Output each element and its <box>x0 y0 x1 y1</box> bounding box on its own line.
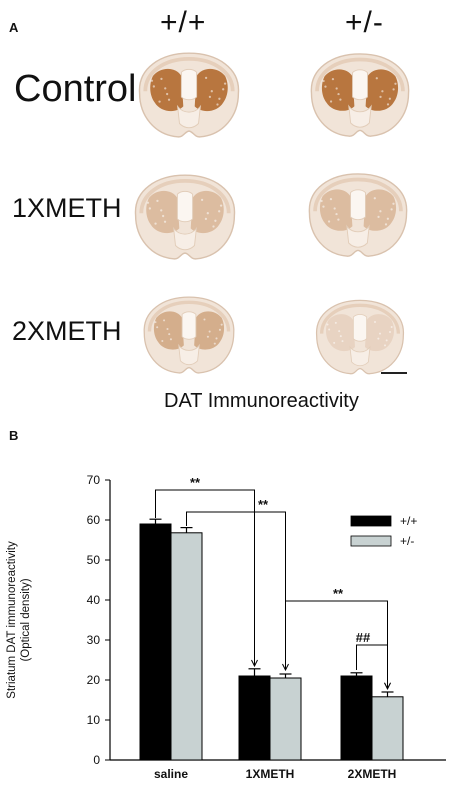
legend-swatch <box>350 515 392 527</box>
ventricle-region <box>176 190 194 223</box>
y-axis-label: Striatum DAT immunoreactivity <box>6 541 18 699</box>
genotype-het-title: +/- <box>345 6 384 39</box>
septal-region <box>349 345 371 367</box>
significance-label: ** <box>258 497 269 512</box>
brain-slice-control-wt <box>138 52 240 138</box>
significance-bracket-wt-het-2xmeth: ## <box>356 630 391 690</box>
septal-region <box>176 104 202 129</box>
striatum-left <box>150 68 184 112</box>
significance-label: ** <box>190 475 201 490</box>
x-category-label: 1XMETH <box>246 767 295 781</box>
cortex-band <box>147 300 231 332</box>
panel-a-letter: A <box>9 20 19 35</box>
ventricle-region <box>350 189 366 221</box>
bar-het-saline <box>170 532 203 761</box>
striatum-right <box>194 311 225 350</box>
bar-het-2xmeth <box>371 696 404 761</box>
cortex-band <box>320 303 400 334</box>
scale-bar <box>381 372 407 374</box>
striatum-left <box>146 190 180 234</box>
x-category-label: 2XMETH <box>348 767 397 781</box>
striatum-right <box>365 314 394 352</box>
striatum-right <box>194 68 228 112</box>
striatum-right <box>190 190 224 234</box>
significance-bracket-het-1xmeth-2xmeth: ** <box>285 586 391 690</box>
bar-wt-saline <box>139 523 172 761</box>
significance-label: ** <box>333 586 344 601</box>
septal-region <box>346 224 370 248</box>
genotype-wt-title: +/+ <box>160 6 207 39</box>
row-label-2xmeth: 2XMETH <box>12 316 122 346</box>
legend-label: +/+ <box>400 514 417 528</box>
significance-label: ## <box>356 630 371 645</box>
cortex-band <box>313 177 403 212</box>
bar-wt-1xmeth <box>238 675 271 761</box>
y-tick-label: 50 <box>87 553 101 567</box>
bar-wt-2xmeth <box>340 675 373 761</box>
cortex-band <box>143 56 235 92</box>
brain-slice-1xmeth-het <box>308 173 408 257</box>
striatum-left <box>321 69 355 111</box>
brain-slice-1xmeth-wt <box>134 174 236 260</box>
striatum-right <box>363 189 397 231</box>
striatum-left <box>326 314 355 352</box>
significance-bracket-wt-saline-1xmeth: ** <box>155 475 258 668</box>
y-axis-label: (Optical density) <box>20 578 32 661</box>
row-label-1xmeth: 1XMETH <box>12 193 122 223</box>
septal-region <box>178 343 200 366</box>
ventricle-region <box>352 69 368 101</box>
legend-swatch <box>350 535 392 547</box>
brain-slice-2xmeth-wt <box>143 296 235 374</box>
striatum-right <box>365 69 399 111</box>
y-tick-label: 20 <box>87 673 101 687</box>
bar-het-1xmeth <box>269 677 302 761</box>
septal-region <box>348 104 372 128</box>
panel-a-caption: DAT Immunoreactivity <box>164 390 359 412</box>
y-tick-label: 60 <box>87 513 101 527</box>
dat-bar-chart: 0 10 20 30 40 50 60 70 Striatum DAT immunoreacti… <box>6 473 446 781</box>
legend-label: +/- <box>400 534 414 548</box>
ventricle-region <box>180 68 198 101</box>
x-category-label: saline <box>154 767 188 781</box>
y-tick-label: 0 <box>93 753 100 767</box>
cortex-band <box>139 178 231 214</box>
panel-b-letter: B <box>9 428 19 443</box>
y-tick-label: 70 <box>87 473 101 487</box>
brain-slice-2xmeth-het <box>316 299 404 375</box>
row-label-control: Control <box>14 68 137 110</box>
ventricle-region <box>181 311 197 340</box>
ventricle-region <box>352 314 368 342</box>
cortex-band <box>315 57 405 92</box>
y-tick-label: 10 <box>87 713 101 727</box>
septal-region <box>172 226 198 251</box>
y-tick-label: 30 <box>87 633 101 647</box>
y-tick-label: 40 <box>87 593 101 607</box>
striatum-left <box>319 189 353 231</box>
brain-slice-control-het <box>310 53 410 137</box>
striatum-left <box>153 311 184 350</box>
